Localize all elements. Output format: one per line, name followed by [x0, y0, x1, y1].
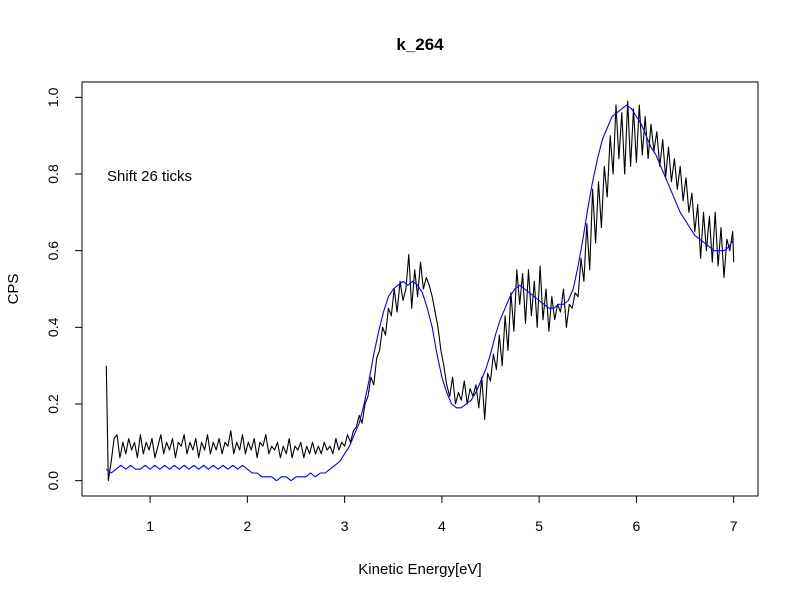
- y-tick-label: 0.8: [45, 164, 61, 184]
- series-layer: [105, 100, 735, 482]
- x-tick-label: 6: [633, 518, 641, 534]
- x-tick-label: 1: [146, 518, 154, 534]
- x-axis: 1 2 3 4 5 6 7: [146, 495, 738, 534]
- y-axis-label: CPS: [5, 274, 22, 305]
- series-line-blue: [105, 104, 735, 482]
- y-axis: 0.0 0.2 0.4 0.6 0.8 1.0: [45, 87, 83, 491]
- y-tick-label: 0.2: [45, 394, 61, 414]
- x-tick-label: 2: [243, 518, 251, 534]
- y-tick-label: 0.0: [45, 471, 61, 491]
- y-tick-label: 1.0: [45, 87, 61, 107]
- chart-title: k_264: [396, 35, 444, 54]
- series-line-black: [105, 100, 735, 482]
- x-tick-label: 7: [730, 518, 738, 534]
- x-axis-label: Kinetic Energy[eV]: [358, 561, 481, 578]
- x-tick-label: 5: [535, 518, 543, 534]
- shift-annotation: Shift 26 ticks: [107, 168, 192, 185]
- y-tick-label: 0.6: [45, 241, 61, 261]
- y-tick-label: 0.4: [45, 317, 61, 337]
- x-tick-label: 3: [341, 518, 349, 534]
- x-tick-label: 4: [438, 518, 446, 534]
